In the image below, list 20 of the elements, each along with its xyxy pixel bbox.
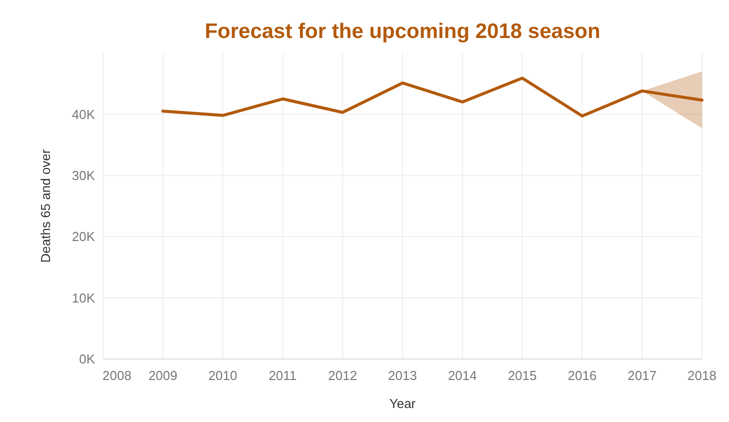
y-tick-label: 20K bbox=[72, 229, 96, 244]
y-tick-label: 0K bbox=[79, 352, 96, 367]
x-tick-label: 2014 bbox=[448, 368, 477, 383]
y-axis-title: Deaths 65 and over bbox=[38, 148, 53, 263]
y-tick-label: 10K bbox=[72, 290, 96, 306]
x-axis-title: Year bbox=[389, 396, 416, 411]
x-tick-label: 2011 bbox=[268, 368, 297, 383]
x-tick-label: 2008 bbox=[102, 368, 132, 383]
x-tick-label: 2010 bbox=[208, 368, 238, 383]
chart-title: Forecast for the upcoming 2018 season bbox=[204, 20, 600, 43]
y-tick-label: 40K bbox=[72, 106, 96, 122]
x-tick-label: 2018 bbox=[688, 368, 716, 383]
x-tick-label: 2015 bbox=[508, 368, 537, 383]
x-tick-label: 2016 bbox=[568, 368, 597, 383]
line-series bbox=[161, 76, 704, 118]
x-tick-label: 2012 bbox=[328, 368, 358, 383]
x-tick-label: 2009 bbox=[148, 368, 178, 383]
x-tick-label: 2017 bbox=[628, 368, 657, 383]
y-tick-label: 30K bbox=[72, 168, 96, 183]
x-tick-label: 2013 bbox=[388, 368, 417, 383]
